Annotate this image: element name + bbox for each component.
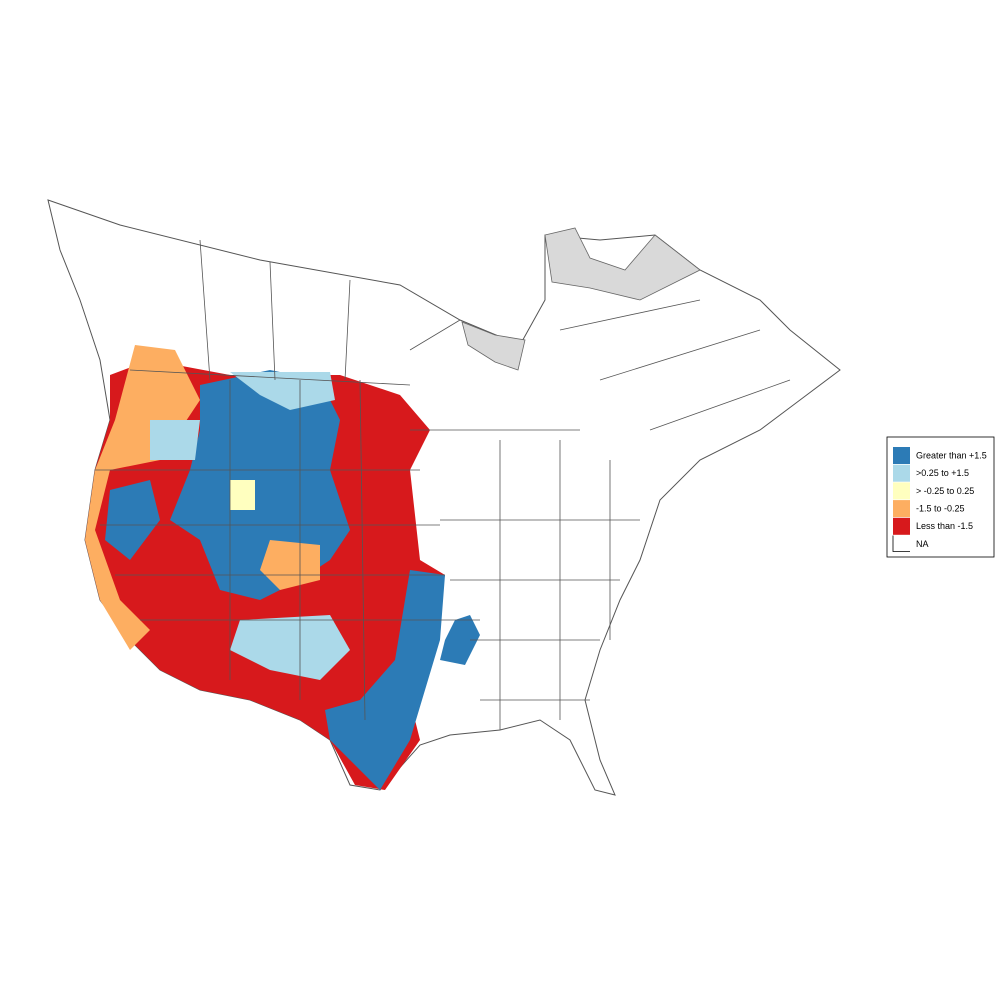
border-line (95, 239, 791, 730)
legend-swatch (893, 500, 910, 518)
data-region (105, 480, 160, 560)
legend-swatch (893, 447, 910, 464)
legend-swatch (893, 482, 910, 500)
map-area (47, 199, 841, 796)
legend-swatch (892, 535, 910, 552)
data-region (230, 372, 335, 410)
legend-items: Greater than +1.5 >0.25 to +1.5 > -0.25 to… (892, 447, 987, 552)
data-region (170, 370, 350, 600)
na-region (461, 321, 526, 371)
legend-label: Less than -1.5 (916, 521, 973, 531)
legend-swatch (893, 464, 910, 482)
legend-swatch (893, 517, 910, 535)
data-region (260, 540, 320, 590)
legend-label: >0.25 to +1.5 (916, 468, 969, 478)
data-region (325, 570, 445, 790)
data-region (150, 420, 200, 460)
legend-label: NA (916, 539, 929, 549)
data-region (230, 615, 350, 680)
data-region (440, 615, 480, 665)
legend: Greater than +1.5 >0.25 to +1.5 > -0.25 to… (886, 436, 995, 558)
legend-label: Greater than +1.5 (916, 450, 987, 460)
data-region (230, 480, 255, 510)
na-region (544, 227, 701, 301)
legend-label: > -0.25 to 0.25 (916, 486, 974, 496)
legend-label: -1.5 to -0.25 (916, 503, 965, 513)
